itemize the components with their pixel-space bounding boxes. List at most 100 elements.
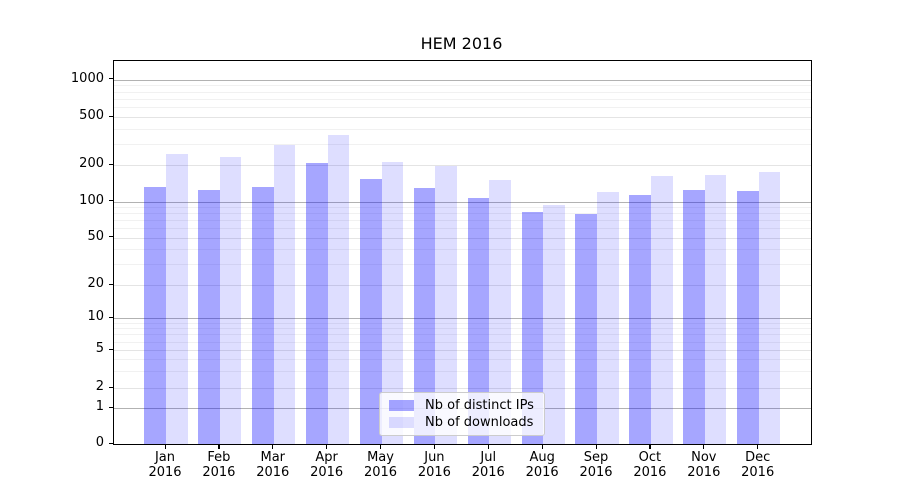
minor-gridline	[114, 220, 811, 222]
minor-gridline	[114, 85, 811, 87]
bar-downloads	[435, 165, 457, 444]
bar-distinct-ips	[144, 186, 166, 444]
bar-distinct-ips	[359, 179, 382, 444]
bar-downloads	[758, 171, 781, 444]
x-tick-mark	[649, 444, 651, 449]
y-tick-mark	[109, 78, 113, 80]
bar-downloads	[543, 204, 565, 444]
major-gridline	[114, 318, 811, 319]
x-tick-label: Apr 2016	[310, 450, 344, 480]
y-tick-mark	[109, 442, 113, 444]
minor-gridline	[114, 98, 811, 100]
x-tick-label: Aug 2016	[525, 450, 559, 480]
bar-downloads	[597, 191, 619, 444]
y-tick-mark	[109, 236, 113, 238]
bar-downloads	[489, 179, 511, 444]
plot-area	[113, 60, 812, 445]
x-tick-mark	[487, 444, 489, 449]
y-tick-label: 0	[95, 435, 104, 450]
major-gridline	[114, 201, 811, 203]
chart-title: HEM 2016	[420, 34, 503, 53]
legend-label-distinct-ips: Nb of distinct IPs	[425, 398, 534, 413]
bar-distinct-ips	[306, 163, 328, 444]
bar-downloads	[381, 162, 404, 444]
x-tick-mark	[218, 444, 220, 449]
x-tick-mark	[757, 444, 759, 449]
labeled-gridline	[114, 388, 811, 389]
bar-distinct-ips	[198, 189, 220, 444]
x-tick-label: Nov 2016	[687, 450, 721, 480]
bar-downloads	[650, 176, 673, 444]
labeled-gridline	[114, 165, 811, 166]
y-tick-mark	[109, 348, 113, 350]
bar-distinct-ips	[252, 186, 274, 444]
y-tick-label: 200	[79, 156, 104, 171]
bar-downloads	[704, 174, 727, 444]
x-tick-mark	[541, 444, 543, 449]
major-gridline	[114, 79, 811, 81]
labeled-gridline	[114, 350, 811, 351]
y-tick-label: 100	[79, 192, 104, 208]
labeled-gridline	[114, 237, 811, 239]
y-tick-mark	[109, 115, 113, 117]
x-tick-label: Sep 2016	[579, 450, 613, 480]
y-tick-label: 20	[87, 276, 104, 291]
x-tick-mark	[595, 444, 597, 449]
x-tick-mark	[164, 444, 166, 449]
bar-distinct-ips	[683, 189, 705, 444]
bar-distinct-ips	[575, 213, 598, 444]
y-tick-label: 5	[95, 341, 104, 356]
y-tick-label: 50	[87, 228, 104, 244]
minor-gridline	[114, 128, 811, 130]
x-tick-label: May 2016	[363, 450, 398, 480]
y-tick-mark	[109, 406, 113, 408]
y-tick-label: 500	[79, 108, 104, 123]
legend-item-distinct-ips: Nb of distinct IPs	[389, 398, 535, 413]
minor-gridline	[114, 107, 811, 109]
y-tick-label: 2	[95, 379, 104, 394]
x-tick-label: Dec 2016	[741, 450, 775, 480]
minor-gridline	[114, 213, 811, 215]
bar-downloads	[273, 144, 296, 444]
bar-downloads	[327, 134, 350, 444]
x-tick-mark	[380, 444, 382, 449]
x-tick-label: Jan 2016	[148, 450, 182, 480]
x-tick-label: Mar 2016	[256, 450, 290, 480]
minor-gridline	[114, 328, 811, 330]
minor-gridline	[114, 143, 811, 145]
minor-gridline	[114, 359, 811, 361]
legend-swatch-distinct-ips	[389, 400, 414, 411]
labeled-gridline	[114, 285, 811, 286]
bar-downloads	[219, 156, 242, 444]
minor-gridline	[114, 228, 811, 230]
legend-item-downloads: Nb of downloads	[389, 415, 535, 430]
minor-gridline	[114, 206, 811, 208]
y-tick-label: 1000	[70, 70, 104, 86]
minor-gridline	[114, 371, 811, 373]
x-tick-label: Jul 2016	[471, 450, 505, 480]
x-tick-mark	[703, 444, 705, 449]
minor-gridline	[114, 249, 811, 251]
minor-gridline	[114, 341, 811, 343]
x-tick-label: Feb 2016	[202, 450, 236, 480]
bar-distinct-ips	[521, 212, 544, 444]
y-tick-mark	[109, 386, 113, 388]
x-tick-label: Oct 2016	[633, 450, 667, 480]
labeled-gridline	[114, 117, 811, 118]
x-tick-label: Jun 2016	[417, 450, 451, 480]
legend-label-downloads: Nb of downloads	[425, 415, 534, 430]
minor-gridline	[114, 334, 811, 336]
bar-downloads	[166, 154, 188, 444]
minor-gridline	[114, 91, 811, 93]
bar-distinct-ips	[467, 197, 490, 444]
x-tick-mark	[272, 444, 274, 449]
y-tick-mark	[109, 163, 113, 165]
legend-swatch-downloads	[389, 417, 414, 428]
y-tick-mark	[109, 316, 113, 318]
y-tick-mark	[109, 283, 113, 285]
x-tick-mark	[326, 444, 328, 449]
bar-distinct-ips	[629, 195, 651, 444]
bar-distinct-ips	[413, 187, 436, 444]
x-tick-mark	[433, 444, 436, 449]
